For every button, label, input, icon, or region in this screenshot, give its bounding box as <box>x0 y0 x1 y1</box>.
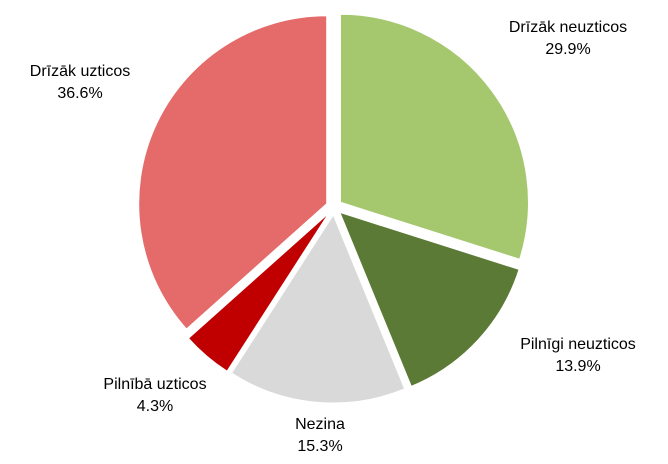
pie-slice <box>339 13 529 260</box>
slice-value: 15.3% <box>297 438 342 455</box>
slice-value: 36.6% <box>57 85 102 102</box>
slice-label: Pilnībā uzticos <box>103 376 206 393</box>
slice-label: Drīzāk neuzticos <box>509 19 627 36</box>
pie-slice <box>138 15 328 330</box>
pie-slice <box>230 213 406 404</box>
slice-label: Pilnīgi neuzticos <box>520 336 636 353</box>
slice-value: 29.9% <box>545 41 590 58</box>
pie-slice <box>339 211 520 387</box>
slice-label: Drīzāk uzticos <box>30 63 130 80</box>
slice-value: 4.3% <box>137 398 173 415</box>
slice-value: 13.9% <box>555 358 600 375</box>
pie-slice <box>187 212 330 372</box>
slice-label: Nezina <box>295 416 345 433</box>
